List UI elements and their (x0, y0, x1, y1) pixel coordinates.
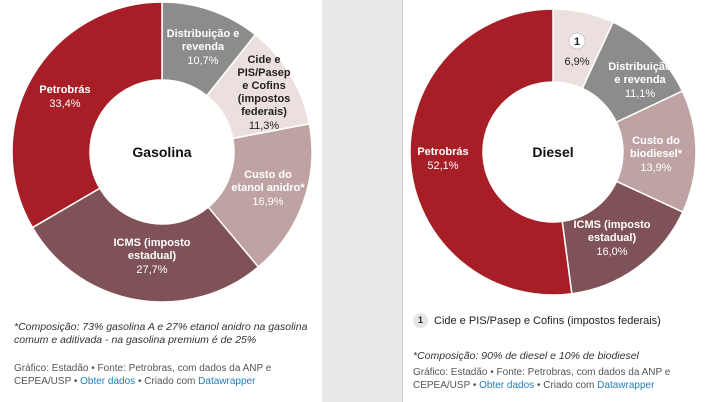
diesel-donut-chart: Diesel 1 6,9% Distribuição e revenda 11,1% Cus… (409, 8, 697, 296)
diesel-credit-mid: • Criado com (536, 380, 595, 391)
gasolina-note: *Composição: 73% gasolina A e 27% etanol… (14, 321, 308, 346)
slice-badge-icon (568, 32, 586, 50)
panel-divider (402, 0, 403, 402)
gasolina-datawrapper-link[interactable]: Datawrapper (198, 376, 256, 387)
slice-label-custo-do-etanol-anidro: Custo do etanol anidro* 16,9% (231, 169, 305, 208)
diesel-chart-panel: Diesel 1 6,9% Distribuição e revenda 11,1% Cus… (403, 0, 709, 402)
diesel-note: *Composição: 90% de diesel e 10% de biod… (413, 350, 639, 362)
slice-badge-text: 1 (574, 36, 580, 48)
gasolina-credit: Gráfico: Estadão • Fonte: Petrobras, com… (14, 362, 314, 388)
slice-petrobras (409, 8, 573, 296)
diesel-datawrapper-link[interactable]: Datawrapper (597, 380, 655, 391)
diesel-credit: Gráfico: Estadão • Fonte: Petrobras, com… (413, 366, 703, 392)
gasolina-credit-prefix: Gráfico: Estadão • Fonte: Petrobras, com… (14, 363, 272, 387)
slice-petrobras (11, 1, 163, 229)
slice-label-icms-imposto-estadual: ICMS (imposto estadual) 16,0% (574, 219, 651, 258)
slice-custo-do-etanol-anidro (207, 123, 313, 269)
slice-label-petrobras: Petrobrás 52,1% (417, 146, 468, 172)
gasolina-obter-dados-link[interactable]: Obter dados (80, 376, 136, 387)
diesel-credit-prefix: Gráfico: Estadão • Fonte: Petrobras, com… (413, 367, 671, 391)
slice-label-distribuicao-e-revenda: Distribuição e revenda 11,1% (608, 61, 672, 100)
slice-icms-imposto-estadual (31, 187, 260, 303)
gasolina-chart-panel: Gasolina Distribuição e revenda 10,7% Cide e… (0, 0, 322, 402)
legend-badge: 1 (413, 313, 428, 328)
gasolina-donut-chart: Gasolina Distribuição e revenda 10,7% Cide e… (11, 1, 313, 303)
gasolina-credit-mid: • Criado com (137, 376, 196, 387)
slice-label-1: 6,9% (564, 56, 589, 68)
legend-text: Cide e PIS/Pasep e Cofins (impostos fede… (434, 314, 661, 327)
slice-label-custo-do-biodiesel: Custo do biodiesel* 13,9% (630, 135, 683, 174)
slice-label-icms-imposto-estadual: ICMS (imposto estadual) 27,7% (114, 237, 191, 276)
slice-label-petrobras: Petrobrás 33,4% (39, 84, 90, 110)
slice-label-cide-e-pis-pasep-e-cofins-impostos-federais: Cide e PIS/Pasep e Cofins (impostos federais… (237, 54, 290, 132)
slice-label-distribuicao-e-revenda: Distribuição e revenda 10,7% (167, 28, 240, 67)
center-label: Gasolina (132, 144, 191, 160)
diesel-obter-dados-link[interactable]: Obter dados (479, 380, 535, 391)
diesel-legend: 1 Cide e PIS/Pasep e Cofins (impostos fe… (413, 313, 661, 328)
center-label: Diesel (532, 144, 573, 160)
